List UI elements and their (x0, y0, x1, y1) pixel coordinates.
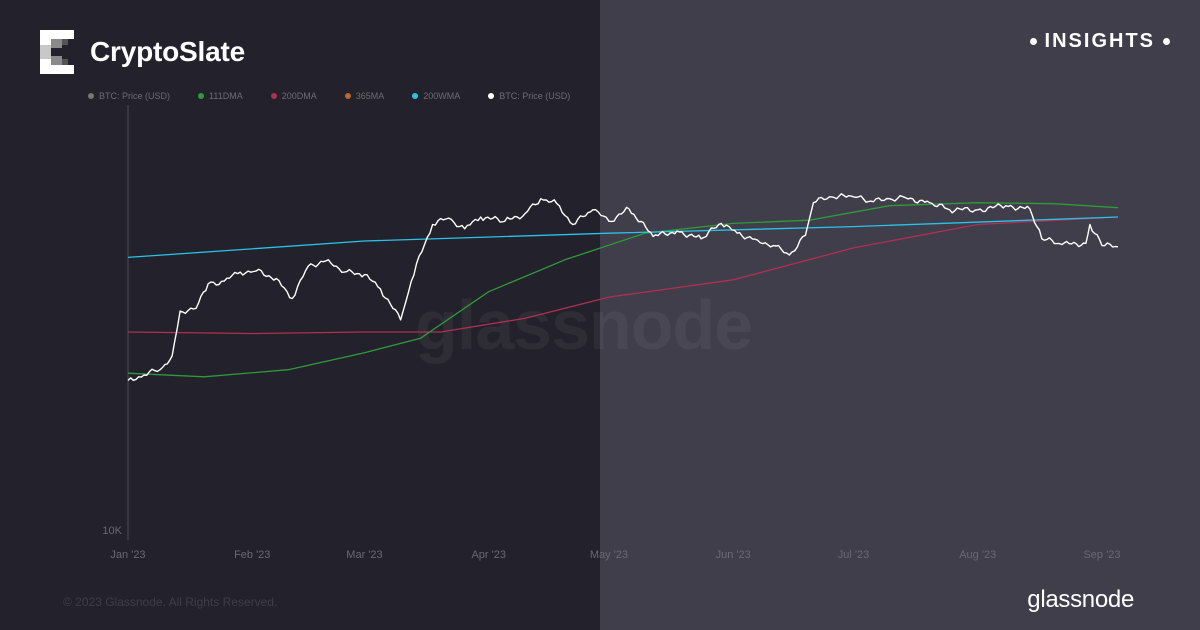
chart-legend: BTC: Price (USD) 111DMA 200DMA 365MA 200WMA B… (88, 91, 570, 101)
legend-label: BTC: Price (USD) (499, 91, 571, 101)
x-tick-label: Sep '23 (1083, 549, 1120, 561)
x-tick-label: Mar '23 (346, 549, 382, 561)
legend-item[interactable]: 200DMA (270, 91, 317, 101)
legend-label: 111DMA (209, 91, 243, 101)
right-background-panel (600, 0, 1200, 630)
legend-item[interactable]: BTC: Price (USD) (88, 91, 170, 101)
x-tick-label: Jan '23 (110, 549, 145, 561)
x-tick-label: Jul '23 (838, 549, 869, 561)
legend-label: 200DMA (281, 91, 317, 101)
x-tick-label: Feb '23 (234, 549, 270, 561)
glassnode-watermark: glassnode (415, 286, 753, 364)
x-tick-label: Aug '23 (959, 549, 996, 561)
legend-label: 365MA (355, 91, 385, 101)
brand-header: CryptoSlate (40, 30, 245, 74)
series-line-200wma (127, 216, 1119, 259)
legend-dot-icon (488, 93, 495, 99)
series-line-111dma (127, 202, 1119, 378)
y-tick-label: 10K (102, 525, 122, 537)
bullet-dot-icon (1163, 38, 1170, 45)
legend-item[interactable]: 111DMA (198, 91, 243, 101)
legend-dot-icon (344, 93, 351, 99)
x-tick-label: Jun '23 (716, 549, 751, 561)
series-line-btc-price-usd (127, 193, 1119, 381)
legend-label: 200WMA (423, 91, 461, 101)
insights-label: INSIGHTS (1044, 30, 1155, 52)
cryptoslate-logo-icon (40, 30, 74, 74)
x-tick-label: May '23 (590, 549, 628, 561)
insights-tag: INSIGHTS (1029, 30, 1170, 53)
legend-dot-icon (88, 93, 94, 99)
bullet-dot-icon (1029, 38, 1037, 45)
legend-item[interactable]: 365MA (344, 91, 385, 101)
glassnode-logo: glassnode (1027, 586, 1134, 613)
legend-item[interactable]: 200WMA (412, 91, 460, 101)
legend-dot-icon (198, 93, 205, 99)
x-tick-label: Apr '23 (471, 549, 506, 561)
legend-label: BTC: Price (USD) (99, 91, 171, 101)
legend-dot-icon (270, 93, 277, 99)
copyright-text: © 2023 Glassnode. All Rights Reserved. (63, 595, 278, 609)
brand-name: CryptoSlate (90, 36, 245, 67)
legend-dot-icon (412, 93, 419, 99)
legend-item[interactable]: BTC: Price (USD) (488, 91, 570, 101)
series-line-200dma (127, 216, 1119, 335)
